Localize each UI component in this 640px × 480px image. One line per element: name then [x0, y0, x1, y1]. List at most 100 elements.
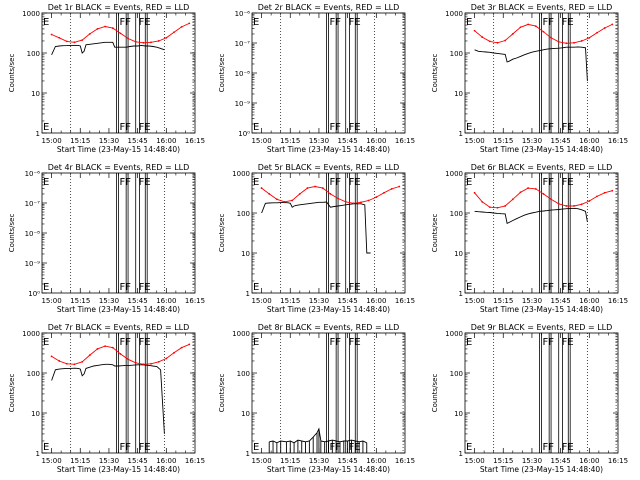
x-tick-label: 15:15 [280, 137, 300, 145]
x-tick-label: 15:00 [464, 457, 484, 465]
x-tick-label: 15:30 [522, 297, 542, 305]
lld-point [321, 187, 324, 189]
lld-point [511, 33, 514, 35]
x-tick-label: 16:00 [579, 457, 599, 465]
y-tick-label: 10 [31, 410, 40, 418]
flag-label-bottom: FE [562, 282, 574, 293]
series-events [261, 201, 371, 254]
panel-det-7: Det 7r BLACK = Events, RED = LLD 1 10 100 10… [8, 323, 205, 474]
lld-point [134, 361, 137, 364]
x-tick-label: 16:15 [185, 297, 205, 305]
x-tick-label: 15:15 [493, 457, 513, 465]
panel-det-4: Det 4r BLACK = Events, RED = LLD 10⁻⁶ 10⁻⁷… [8, 163, 205, 314]
x-tick-label: 15:45 [338, 297, 358, 305]
flag-label-top: FF [542, 177, 554, 188]
lld-point [557, 202, 560, 205]
lld-point [283, 200, 286, 203]
lld-point [504, 39, 507, 42]
lld-point [173, 31, 175, 34]
x-axis-label: Start Time (23-May-15 14:48:40) [480, 145, 603, 154]
lld-point [565, 42, 568, 45]
x-tick-label: 15:45 [128, 297, 148, 305]
flag-label-top: FF [329, 337, 341, 348]
lld-point [580, 203, 583, 206]
lld-point [481, 36, 484, 38]
lld-point [329, 193, 332, 195]
x-axis-label: Start Time (23-May-15 14:48:40) [57, 145, 180, 154]
y-tick-label: 10 [241, 250, 250, 258]
lld-point [104, 25, 107, 28]
x-tick-label: 15:15 [280, 457, 300, 465]
x-tick-label: 16:00 [156, 297, 176, 305]
flag-label-top: FE [562, 337, 574, 348]
x-tick-label: 16:15 [608, 457, 628, 465]
panel-title: Det 8r BLACK = Events, RED = LLD [258, 323, 400, 332]
x-axis-label: Start Time (23-May-15 14:48:40) [57, 465, 180, 474]
flag-label-bottom: E [466, 282, 472, 293]
lld-point [142, 363, 145, 366]
lld-point [119, 32, 122, 35]
y-tick-label: 1000 [445, 170, 463, 178]
lld-point [142, 41, 145, 44]
x-tick-label: 16:15 [395, 137, 415, 145]
x-tick-label: 15:30 [522, 137, 542, 145]
y-tick-label: 10 [31, 90, 40, 98]
flag-label-bottom: FF [119, 122, 131, 133]
x-tick-label: 15:45 [338, 137, 358, 145]
lld-point [596, 31, 598, 34]
x-axis-label: Start Time (23-May-15 14:48:40) [267, 465, 390, 474]
lld-point [275, 198, 278, 201]
lld-point [165, 36, 168, 39]
series-events [51, 41, 165, 55]
lld-point [104, 345, 107, 348]
y-tick-label: 1 [459, 290, 463, 298]
y-tick-label: 10⁻⁶ [25, 170, 41, 178]
x-tick-label: 16:15 [395, 297, 415, 305]
x-tick-label: 15:45 [551, 457, 571, 465]
y-tick-label: 1 [246, 450, 250, 458]
flag-label-top: FE [139, 17, 151, 28]
lld-point [496, 41, 499, 44]
y-tick-label: 10⁻⁷ [25, 200, 41, 208]
x-axis-label: Start Time (23-May-15 14:48:40) [267, 145, 390, 154]
series-events [269, 427, 367, 444]
y-tick-label: 1 [459, 130, 463, 138]
x-tick-label: 16:15 [185, 137, 205, 145]
x-tick-label: 15:30 [99, 297, 119, 305]
lld-point [50, 355, 53, 358]
x-tick-label: 16:15 [608, 137, 628, 145]
lld-point [157, 360, 160, 363]
lld-point [73, 41, 76, 44]
flag-label-bottom: E [253, 122, 259, 133]
lld-point [352, 202, 355, 205]
flag-label-bottom: FF [119, 282, 131, 293]
panel-det-2: Det 2r BLACK = Events, RED = LLD 10⁻⁶ 10⁻⁷… [218, 3, 415, 154]
lld-point [337, 197, 339, 200]
x-tick-label: 16:00 [366, 297, 386, 305]
flag-label-bottom: FF [542, 282, 554, 293]
lld-point [527, 187, 530, 189]
flag-label-bottom: FE [562, 442, 574, 453]
series-events [474, 46, 588, 82]
x-tick-label: 16:00 [156, 137, 176, 145]
lld-point [81, 360, 84, 363]
flag-label-top: FF [329, 17, 341, 28]
flag-label-bottom: FF [542, 442, 554, 453]
lld-point [611, 23, 614, 26]
y-tick-label: 1000 [232, 330, 250, 338]
lld-point [565, 205, 568, 207]
lld-point [306, 187, 309, 189]
x-tick-label: 15:00 [464, 137, 484, 145]
flag-label-top: E [43, 17, 49, 28]
y-axis-label: Counts/sec [8, 214, 16, 253]
y-tick-label: 100 [237, 210, 250, 218]
lld-point [488, 40, 491, 43]
x-tick-label: 16:00 [579, 297, 599, 305]
lld-point [519, 191, 522, 194]
x-tick-label: 15:00 [41, 137, 61, 145]
x-tick-label: 15:15 [70, 457, 90, 465]
x-tick-label: 15:00 [251, 457, 271, 465]
y-tick-label: 10 [454, 90, 463, 98]
y-tick-label: 1000 [232, 170, 250, 178]
x-tick-label: 15:45 [338, 457, 358, 465]
